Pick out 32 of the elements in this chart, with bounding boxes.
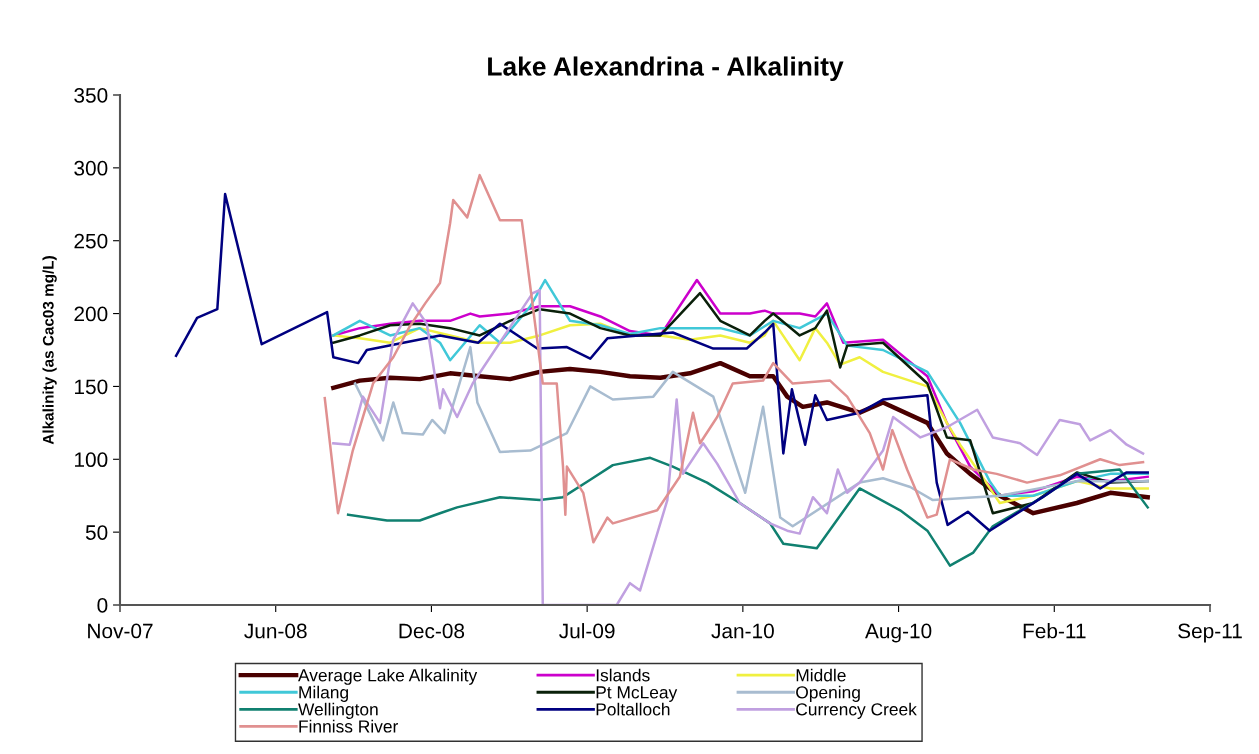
line-series <box>332 289 1145 605</box>
y-tick-label: 350 <box>74 88 108 103</box>
legend-label: Milang <box>299 685 348 702</box>
x-tick-label: Sep-11 <box>1178 623 1242 643</box>
y-tick-label: 150 <box>75 379 108 395</box>
x-tick-label: Jun-08 <box>244 623 307 639</box>
line-series <box>323 173 1145 544</box>
y-tick-label: 50 <box>85 525 108 540</box>
x-tick-label: Jan-10 <box>711 623 774 639</box>
x-tick-label: Dec-08 <box>399 623 465 639</box>
y-axis-title: Alkalinity (as Cac03 mg/L) <box>42 256 57 445</box>
x-tick-label: Nov-07 <box>88 623 153 639</box>
y-tick-label: 200 <box>74 306 108 322</box>
x-tick-label: Aug-10 <box>865 623 932 643</box>
legend-label: Islands <box>596 668 650 682</box>
y-tick-label: 0 <box>97 598 108 613</box>
legend-label: Average Lake Alkalinity <box>298 668 478 685</box>
y-tick-label: 300 <box>74 160 108 176</box>
legend-label: Pt McLeay <box>596 686 678 702</box>
legend-label: Currency Creek <box>796 702 917 719</box>
chart-title: Lake Alexandrina - Alkalinity <box>488 56 844 82</box>
y-tick-label: 250 <box>74 233 108 249</box>
y-tick-label: 100 <box>75 452 108 468</box>
x-tick-label: Feb-11 <box>1023 623 1086 639</box>
legend-label: Wellington <box>298 702 378 719</box>
line-series <box>174 192 1149 532</box>
x-tick-label: Jul-09 <box>559 623 615 639</box>
legend-label: Finniss River <box>299 719 399 733</box>
legend-label: Middle <box>796 668 846 682</box>
legend-label: Poltalloch <box>596 702 670 716</box>
legend-label: Opening <box>796 685 860 702</box>
line-series <box>353 345 1149 528</box>
